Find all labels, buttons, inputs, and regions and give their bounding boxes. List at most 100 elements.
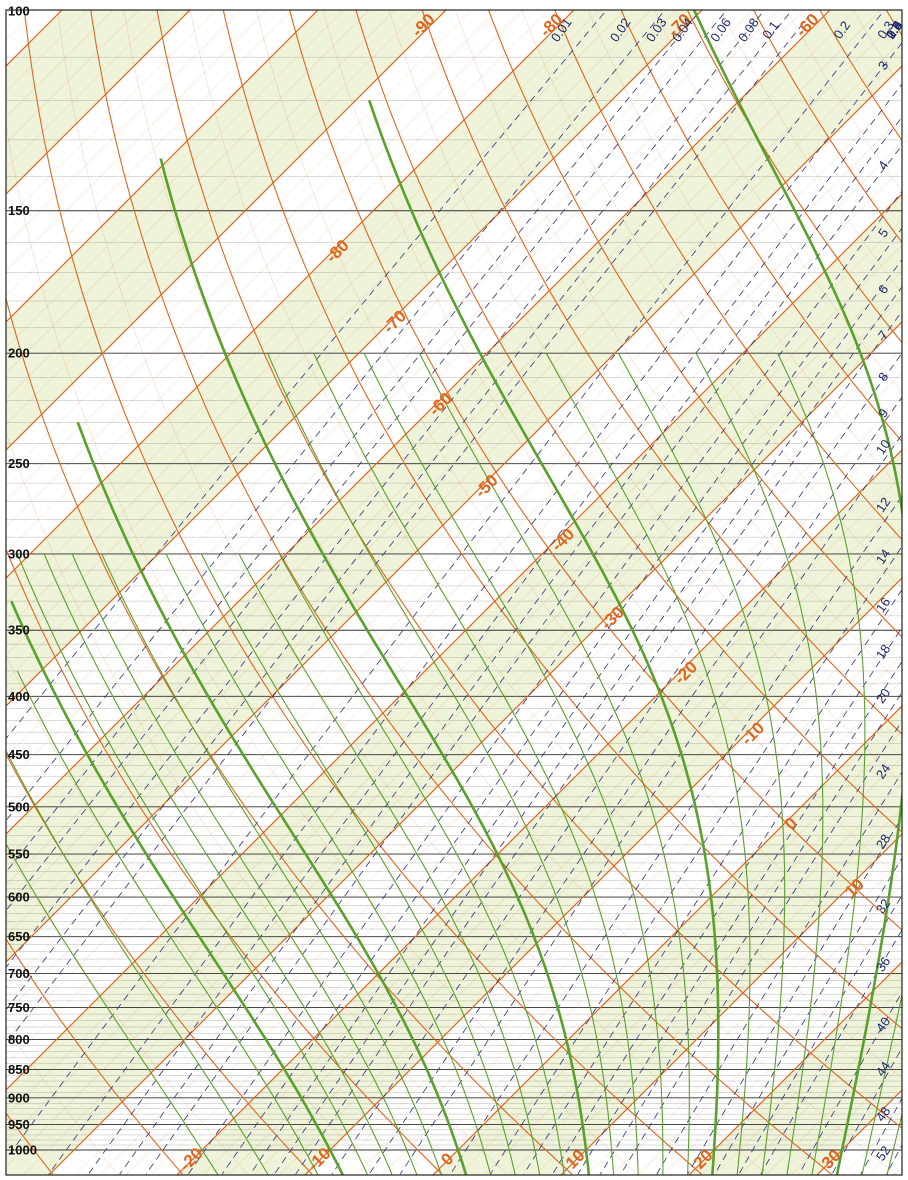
- minor-isotherm: [6, 10, 293, 297]
- minor-dry-adiabat: [6, 654, 378, 1175]
- minor-isotherm: [6, 10, 626, 630]
- isotherm-line: [560, 833, 902, 1175]
- mixing-ratio-label-right: 32: [873, 896, 894, 916]
- dry-adiabat-line: [6, 296, 573, 1175]
- minor-isotherm: [6, 10, 268, 272]
- dry-adiabat-line: [6, 753, 313, 1175]
- minor-isotherm: [6, 10, 728, 732]
- minor-dry-adiabat: [786, 10, 902, 192]
- mixing-ratio-label-right: 14: [873, 546, 894, 566]
- minor-isotherm: [355, 628, 902, 1175]
- moist-adiabat-line: [861, 992, 902, 1175]
- mixing-ratio-line: [6, 10, 702, 873]
- pressure-label: 1000: [8, 1142, 37, 1157]
- minor-isotherm: [6, 10, 370, 374]
- dry-adiabat-line: [686, 10, 902, 344]
- isotherm-line: [6, 10, 447, 451]
- minor-isotherm: [535, 808, 902, 1175]
- moist-adiabat-line: [363, 352, 664, 1175]
- isotherm-line: [48, 321, 902, 1175]
- minor-isotherm: [6, 10, 754, 758]
- moist-adiabat-line: [695, 352, 824, 1175]
- mixing-ratio-label-right: 48: [873, 1104, 894, 1124]
- minor-isotherm: [6, 10, 242, 246]
- mixing-ratio-line: [221, 227, 902, 1175]
- dry-adiabat-line: [620, 10, 902, 443]
- pressure-label: 900: [8, 1090, 30, 1105]
- pressure-label: 200: [8, 346, 30, 361]
- minor-isotherm: [253, 526, 902, 1175]
- moist-adiabat-bold-line: [10, 600, 345, 1175]
- moist-adiabat-line: [238, 553, 541, 1175]
- dry-adiabat-line: [90, 10, 832, 1175]
- moist-adiabat-line: [278, 553, 565, 1175]
- mixing-ratio-line: [368, 396, 902, 1175]
- mixing-ratio-line: [6, 10, 666, 822]
- mixing-ratio-line: [249, 258, 902, 1175]
- isotherm-line: [6, 10, 831, 835]
- pressure-label: 850: [8, 1062, 30, 1077]
- moist-adiabat-line: [777, 352, 866, 1175]
- moist-adiabat-line: [267, 352, 615, 1175]
- minor-isotherm: [227, 500, 902, 1175]
- mixing-ratio-line: [119, 116, 902, 1175]
- minor-dry-adiabat: [6, 124, 637, 1175]
- isotherm-line: [176, 449, 902, 1175]
- isotherm-line: [432, 705, 902, 1175]
- mixing-ratio-line: [145, 144, 902, 1175]
- minor-dry-adiabat: [123, 10, 897, 1175]
- dry-adiabat-line: [487, 10, 902, 638]
- pressure-label: 750: [8, 1000, 30, 1015]
- moist-adiabat-line: [545, 352, 751, 1175]
- moist-adiabat-line: [101, 553, 443, 1175]
- pressure-label: 600: [8, 890, 30, 905]
- minor-isotherm: [6, 10, 421, 425]
- dry-adiabat-line: [554, 10, 902, 541]
- moist-adiabat-bold-line: [692, 10, 902, 1175]
- dry-adiabat-line: [6, 547, 443, 1175]
- minor-isotherm: [6, 10, 498, 502]
- moist-adiabat-layer: [6, 10, 902, 1175]
- moist-adiabat-line: [313, 352, 639, 1175]
- mixing-ratio-line: [87, 83, 902, 1175]
- moist-adiabat-line: [71, 553, 418, 1175]
- pressure-label: 250: [8, 456, 30, 471]
- mixing-ratio-label-right: 20: [873, 686, 894, 706]
- moist-adiabat-line: [16, 670, 319, 1175]
- pressure-label: 950: [8, 1117, 30, 1132]
- moist-adiabat-bold-line: [76, 421, 468, 1175]
- minor-isotherm: [330, 603, 902, 1175]
- mixing-ratio-line: [6, 10, 793, 1011]
- mixing-ratio-line: [399, 433, 902, 1175]
- minor-dry-adiabat: [654, 10, 902, 393]
- plot-border: [5, 9, 903, 1176]
- mixing-ratio-line: [274, 286, 902, 1175]
- mixing-ratio-line: [187, 190, 902, 1175]
- minor-isotherm: [125, 398, 902, 1175]
- mixing-ratio-line: [620, 720, 902, 1175]
- mixing-ratio-label-top: 0.06: [707, 15, 734, 44]
- mixing-ratio-line: [6, 10, 728, 912]
- pressure-label: 150: [8, 203, 30, 218]
- minor-isotherm: [586, 859, 902, 1175]
- dry-adiabat-line: [421, 10, 902, 736]
- minor-isotherm: [637, 910, 902, 1175]
- minor-isotherm: [99, 372, 902, 1175]
- mixing-ratio-label-right: 9: [875, 406, 891, 421]
- mixing-ratio-label-right: 40: [873, 1014, 894, 1034]
- pressure-label: 700: [8, 966, 30, 981]
- mixing-ratio-label-right: 18: [873, 642, 894, 662]
- pressure-label: 400: [8, 689, 30, 704]
- mixing-ratio-line: [490, 545, 902, 1175]
- mixing-ratio-label-right: 24: [873, 761, 894, 781]
- minor-isotherm: [714, 987, 902, 1175]
